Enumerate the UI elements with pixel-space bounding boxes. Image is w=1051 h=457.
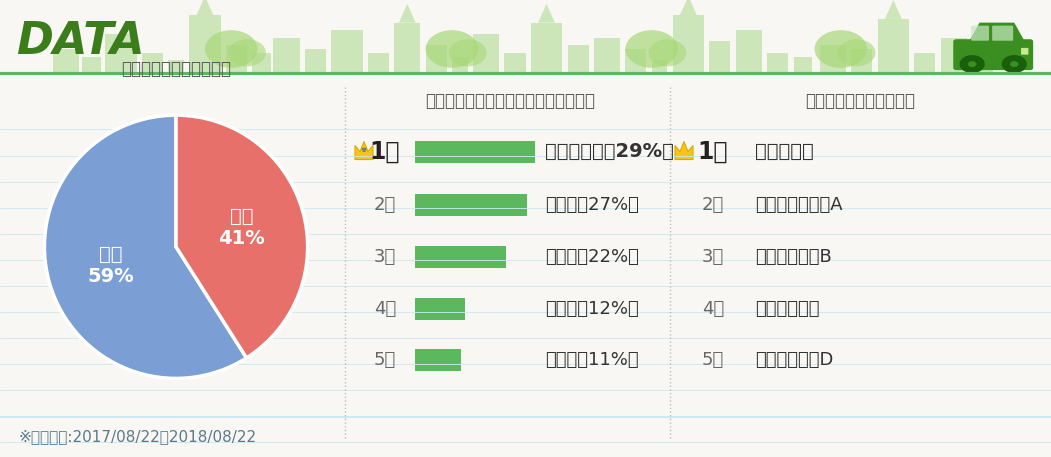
Text: 東京都（27%）: 東京都（27%）: [545, 196, 639, 213]
Bar: [273, 38, 300, 75]
Polygon shape: [885, 0, 902, 19]
Bar: [914, 53, 935, 75]
Polygon shape: [399, 4, 415, 23]
Text: ホテルシングルA: ホテルシングルA: [755, 196, 843, 213]
Bar: [82, 57, 101, 75]
Bar: [368, 53, 389, 75]
Circle shape: [625, 30, 678, 68]
Circle shape: [815, 30, 867, 68]
Bar: [331, 30, 363, 75]
Bar: [941, 38, 967, 75]
Bar: [426, 45, 447, 75]
Circle shape: [426, 30, 478, 68]
Polygon shape: [675, 142, 693, 159]
Bar: [673, 15, 704, 75]
Bar: [568, 45, 589, 75]
Polygon shape: [538, 4, 555, 23]
Circle shape: [838, 39, 875, 66]
Text: 5位: 5位: [374, 351, 396, 369]
Bar: [794, 57, 812, 75]
Bar: [252, 53, 271, 75]
Text: 愛知県（22%）: 愛知県（22%）: [545, 248, 639, 266]
Polygon shape: [197, 0, 213, 15]
FancyBboxPatch shape: [992, 26, 1013, 41]
Bar: [53, 49, 79, 75]
Bar: [142, 53, 163, 75]
Polygon shape: [355, 142, 373, 159]
Text: ホテルツインD: ホテルツインD: [755, 351, 833, 369]
Bar: [415, 140, 535, 163]
Text: 2位: 2位: [702, 196, 724, 213]
Circle shape: [968, 61, 976, 67]
Bar: [736, 30, 762, 75]
Bar: [473, 34, 499, 75]
Text: 自炊ツイン: 自炊ツイン: [755, 142, 813, 161]
Polygon shape: [969, 23, 1025, 42]
Text: 4位: 4位: [374, 300, 396, 318]
Text: ※集計期間:2017/08/22～2018/08/22: ※集計期間:2017/08/22～2018/08/22: [18, 430, 256, 445]
FancyBboxPatch shape: [1022, 48, 1029, 55]
Text: 3位: 3位: [374, 248, 396, 266]
Circle shape: [960, 55, 985, 73]
FancyBboxPatch shape: [971, 26, 989, 41]
Bar: [415, 298, 465, 320]
Bar: [168, 60, 184, 75]
Text: ホテルツインB: ホテルツインB: [755, 248, 831, 266]
Bar: [394, 23, 420, 75]
Circle shape: [648, 39, 686, 66]
Bar: [652, 60, 667, 75]
Text: 埼玉県（12%）: 埼玉県（12%）: [545, 300, 639, 318]
Text: 千葉県（11%）: 千葉県（11%）: [545, 351, 639, 369]
Circle shape: [1002, 55, 1027, 73]
Bar: [594, 38, 620, 75]
Bar: [226, 45, 247, 75]
Bar: [105, 34, 137, 75]
Bar: [625, 49, 646, 75]
Text: ♚: ♚: [359, 147, 366, 153]
Circle shape: [205, 30, 257, 68]
Text: 神奈川県　（29%）: 神奈川県 （29%）: [545, 142, 674, 161]
Wedge shape: [44, 115, 247, 378]
Bar: [504, 53, 526, 75]
Polygon shape: [680, 0, 697, 15]
Text: 自炊トリプル: 自炊トリプル: [755, 300, 820, 318]
Text: 男性
59%: 男性 59%: [87, 245, 133, 287]
Bar: [189, 15, 221, 75]
Bar: [851, 49, 872, 75]
Bar: [820, 45, 846, 75]
Text: 3位: 3位: [702, 248, 724, 266]
Text: 女性
41%: 女性 41%: [219, 207, 265, 248]
Text: 1位: 1位: [370, 139, 400, 164]
Bar: [767, 53, 788, 75]
Text: 5位: 5位: [702, 351, 724, 369]
Text: どの宿泊プランが人気？: どの宿泊プランが人気？: [805, 92, 915, 111]
Text: DATA: DATA: [16, 20, 144, 63]
Text: 1位: 1位: [698, 139, 728, 164]
Bar: [878, 19, 909, 75]
Bar: [452, 57, 468, 75]
Text: どこの都道府県からの申込みが多い？: どこの都道府県からの申込みが多い？: [425, 92, 595, 111]
Bar: [709, 42, 730, 75]
Text: 4位: 4位: [702, 300, 724, 318]
Bar: [305, 49, 326, 75]
Bar: [531, 23, 562, 75]
Circle shape: [449, 39, 487, 66]
Bar: [415, 246, 506, 268]
Bar: [972, 49, 993, 75]
Text: 2位: 2位: [374, 196, 396, 213]
Bar: [415, 194, 527, 216]
Wedge shape: [177, 115, 308, 358]
Bar: [415, 349, 460, 371]
FancyBboxPatch shape: [953, 39, 1033, 70]
Title: 男女の申込みの割合は？: 男女の申込みの割合は？: [121, 60, 231, 78]
Circle shape: [228, 39, 266, 66]
Circle shape: [1010, 61, 1018, 67]
